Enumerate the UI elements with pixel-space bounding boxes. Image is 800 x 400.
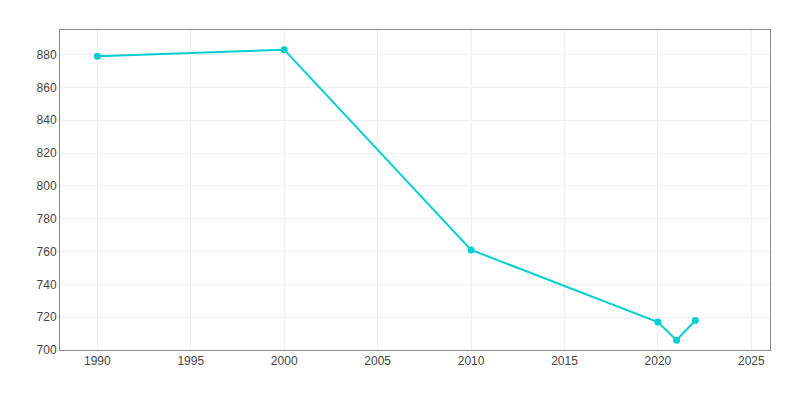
- svg-text:2020: 2020: [645, 354, 672, 368]
- svg-text:800: 800: [37, 179, 57, 193]
- svg-text:780: 780: [37, 212, 57, 226]
- svg-text:760: 760: [37, 245, 57, 259]
- svg-text:720: 720: [37, 310, 57, 324]
- svg-text:740: 740: [37, 278, 57, 292]
- svg-text:840: 840: [37, 113, 57, 127]
- svg-text:860: 860: [37, 81, 57, 95]
- svg-text:2015: 2015: [551, 354, 578, 368]
- svg-text:2010: 2010: [458, 354, 485, 368]
- svg-text:700: 700: [37, 343, 57, 357]
- svg-text:2005: 2005: [364, 354, 391, 368]
- svg-text:880: 880: [37, 48, 57, 62]
- svg-text:2000: 2000: [271, 354, 298, 368]
- svg-text:2025: 2025: [738, 354, 765, 368]
- svg-text:820: 820: [37, 146, 57, 160]
- svg-text:1990: 1990: [84, 354, 111, 368]
- svg-text:1995: 1995: [177, 354, 204, 368]
